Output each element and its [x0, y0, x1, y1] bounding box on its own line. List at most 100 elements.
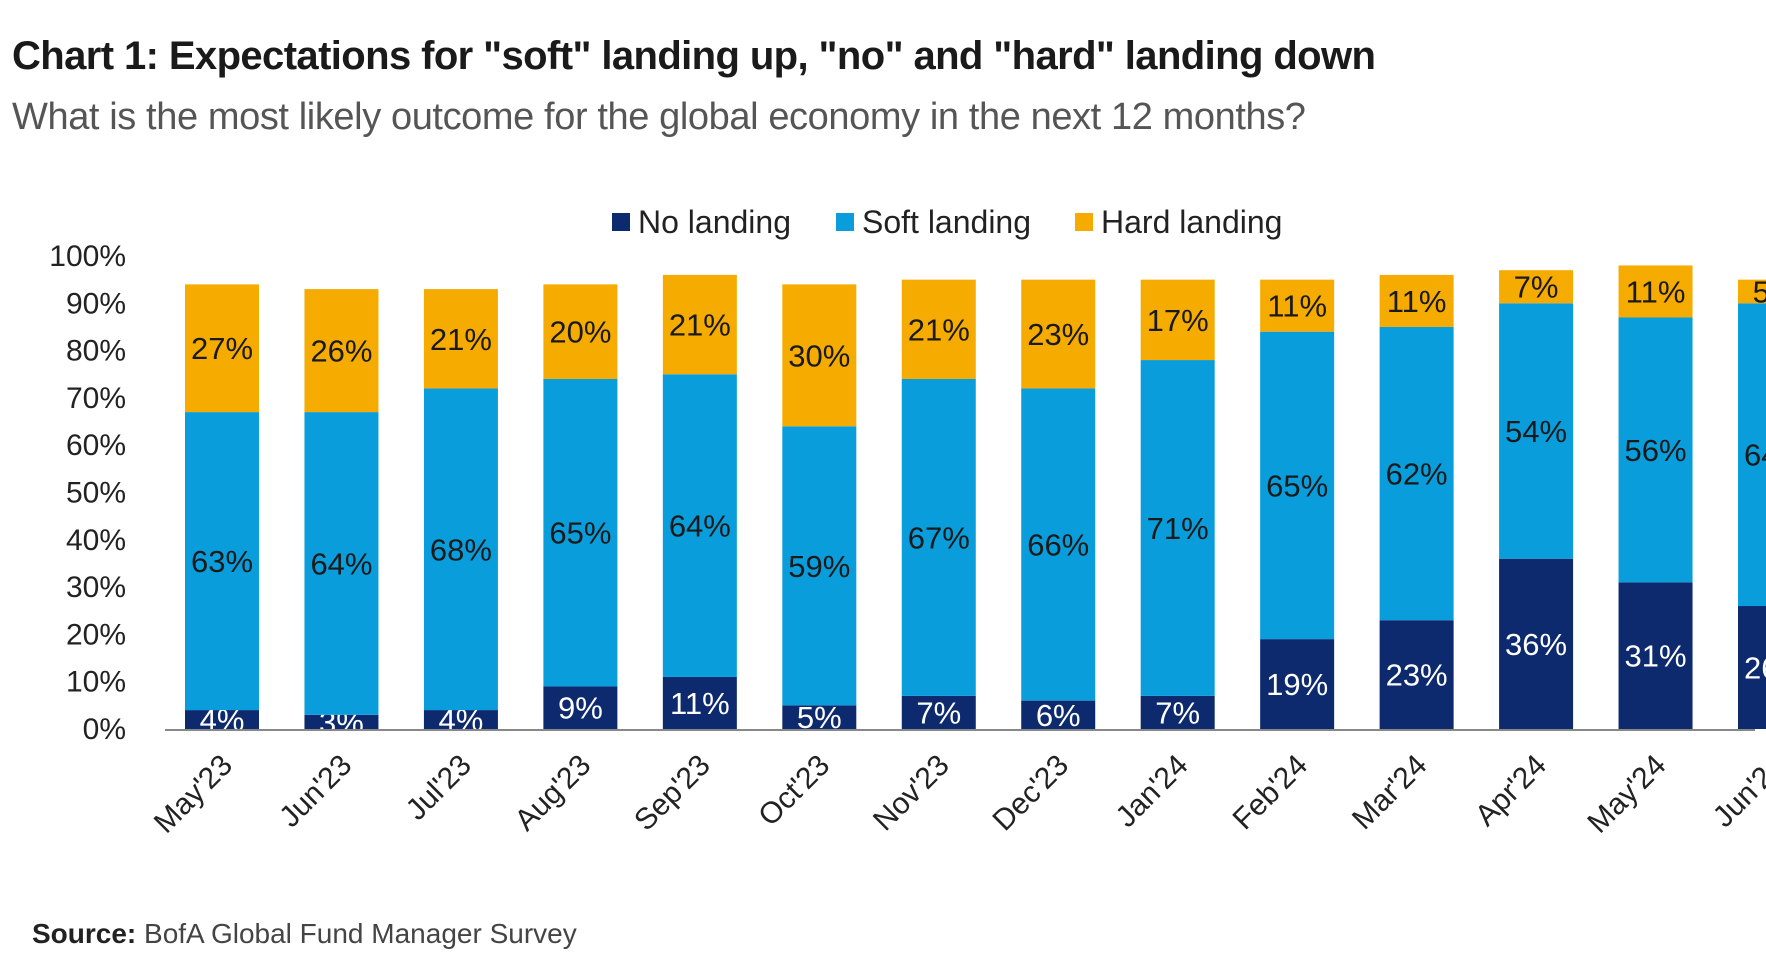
x-axis: May'23 Jun'23 Jul'23 Aug'23 Sep'23 Oct'23 Nov'…	[148, 729, 1766, 840]
chart-subtitle: What is the most likely outcome for the …	[12, 96, 1306, 138]
x-tick-label: Feb'24	[1227, 749, 1315, 837]
bar-segment-hard-landing	[1260, 279, 1335, 332]
data-label: 36%	[1505, 627, 1567, 662]
bar-segment-soft-landing	[662, 374, 737, 677]
y-tick-label: 100%	[49, 240, 126, 273]
data-label: 21%	[430, 322, 492, 357]
data-label: 7%	[916, 695, 961, 730]
bar-segment-hard-landing	[304, 289, 379, 413]
data-label: 56%	[1625, 433, 1687, 468]
bar-segment-no-landing	[782, 705, 857, 729]
bar-segment-no-landing	[185, 710, 259, 729]
bar-segment-no-landing	[1260, 639, 1335, 729]
bar-segment-soft-landing	[901, 378, 976, 696]
data-label: 20%	[549, 315, 611, 350]
x-tick-label: Jul'23	[400, 749, 478, 827]
y-tick-label: 0%	[83, 713, 126, 746]
data-label: 26%	[310, 334, 372, 369]
y-tick-label: 80%	[66, 335, 126, 368]
bar-segment-soft-landing	[1260, 331, 1335, 640]
bar-segment-hard-landing	[423, 289, 498, 389]
bar-segment-no-landing	[1379, 620, 1454, 729]
source-label: Source:	[32, 918, 137, 949]
data-label: 68%	[430, 532, 492, 567]
legend-swatch	[836, 213, 854, 231]
data-label: 5%	[1753, 274, 1766, 309]
bar-segment-hard-landing	[1499, 270, 1574, 304]
x-tick-label: Apr'24	[1469, 749, 1553, 833]
bar-segment-soft-landing	[1379, 326, 1454, 621]
data-label: 64%	[310, 546, 372, 581]
bar-segment-soft-landing	[1618, 317, 1693, 583]
data-label: 11%	[670, 686, 730, 721]
x-tick-label: Mar'24	[1346, 749, 1434, 837]
y-tick-label: 10%	[66, 666, 126, 699]
data-label: 19%	[1266, 667, 1328, 702]
bar-segment-no-landing	[1618, 582, 1693, 729]
bar-segment-hard-landing	[782, 284, 857, 427]
bar-segment-no-landing	[543, 686, 618, 729]
source-note: Source: BofA Global Fund Manager Survey	[32, 918, 577, 950]
x-tick-label: Dec'23	[986, 749, 1075, 838]
bar-segment-soft-landing	[782, 426, 857, 706]
x-tick-label: Nov'23	[867, 749, 956, 838]
data-label: 59%	[788, 549, 850, 584]
data-label: 9%	[558, 691, 603, 726]
data-label: 23%	[1386, 658, 1448, 693]
legend-label: Soft landing	[862, 204, 1031, 240]
bar-segment-soft-landing	[185, 412, 259, 711]
legend-swatch	[1075, 213, 1093, 231]
data-label: 23%	[1027, 317, 1089, 352]
y-tick-label: 30%	[66, 571, 126, 604]
source-text: BofA Global Fund Manager Survey	[144, 918, 577, 949]
data-label: 11%	[1626, 274, 1686, 309]
bar-segment-no-landing	[1738, 606, 1766, 729]
y-tick-label: 70%	[66, 382, 126, 415]
y-tick-label: 40%	[66, 524, 126, 557]
data-label: 64%	[669, 509, 731, 544]
chart-legend: No landing Soft landing Hard landing	[612, 204, 1282, 240]
x-tick-label: Sep'23	[628, 749, 717, 838]
data-label: 65%	[1266, 468, 1328, 503]
bar-segment-hard-landing	[1021, 279, 1096, 389]
data-label: 21%	[908, 312, 970, 347]
bar-segment-hard-landing	[662, 274, 737, 375]
x-tick-label: May'23	[148, 749, 239, 840]
data-label: 6%	[1036, 698, 1081, 733]
chart-title: Chart 1: Expectations for "soft" landing…	[12, 34, 1376, 78]
bar-segment-hard-landing	[185, 284, 259, 413]
data-label: 17%	[1147, 303, 1209, 338]
bar-segment-no-landing	[1021, 700, 1096, 729]
bar-segment-hard-landing	[1379, 274, 1454, 327]
legend-label: No landing	[638, 204, 791, 240]
bar-segment-soft-landing	[423, 388, 498, 711]
bar-segment-soft-landing	[304, 412, 379, 715]
y-tick-label: 60%	[66, 429, 126, 462]
data-label: 11%	[1387, 284, 1447, 319]
data-label: 7%	[1514, 270, 1559, 305]
bar-segment-no-landing	[304, 714, 379, 729]
bar-segment-hard-landing	[1140, 279, 1215, 361]
bar-segment-no-landing	[662, 676, 737, 729]
x-tick-label: Aug'23	[509, 749, 598, 838]
y-tick-label: 90%	[66, 287, 126, 320]
y-tick-label: 20%	[66, 618, 126, 651]
bar-segment-no-landing	[1140, 695, 1215, 729]
data-label: 71%	[1147, 511, 1209, 546]
bar-segment-soft-landing	[1738, 303, 1766, 607]
x-tick-label: Jun'23	[273, 749, 358, 834]
bars-group: 4%63%27%3%64%26%4%68%21%9%65%20%11%64%21…	[185, 265, 1766, 740]
data-label: 11%	[1267, 289, 1327, 324]
x-tick-label: Oct'23	[752, 749, 836, 833]
x-tick-label: Jan'24	[1109, 749, 1194, 834]
data-label: 62%	[1386, 457, 1448, 492]
bar-segment-hard-landing	[543, 284, 618, 379]
data-label: 27%	[191, 331, 253, 366]
bar-segment-no-landing	[1499, 558, 1574, 729]
data-label: 64%	[1744, 438, 1766, 473]
bar-segment-soft-landing	[1499, 303, 1574, 559]
bar-segment-soft-landing	[1021, 388, 1096, 701]
legend-label: Hard landing	[1101, 204, 1282, 240]
data-label: 63%	[191, 544, 253, 579]
